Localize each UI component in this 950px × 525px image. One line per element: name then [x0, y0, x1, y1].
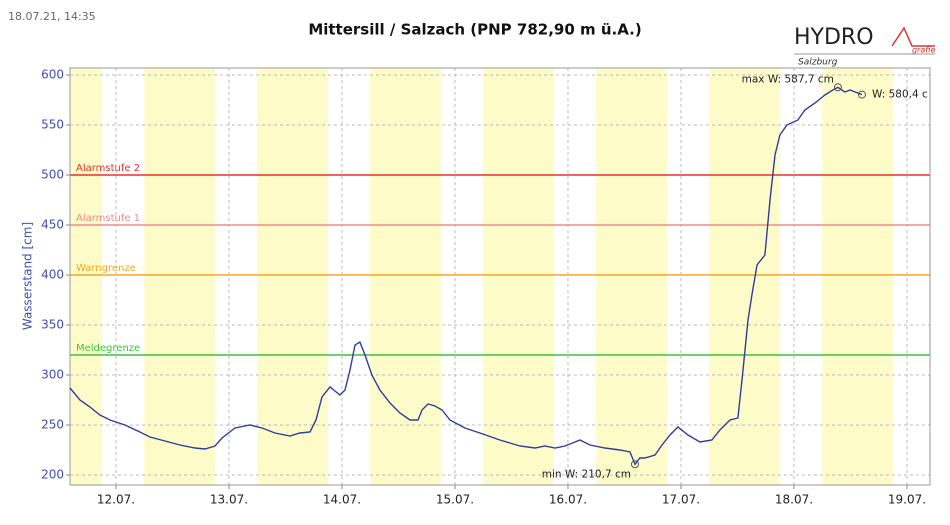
y-tick-label: 400	[41, 268, 64, 282]
y-tick-label: 550	[41, 118, 64, 132]
y-tick-label: 500	[41, 168, 64, 182]
day-shading	[709, 68, 780, 485]
threshold-label: Meldegrenze	[76, 343, 140, 354]
day-shading	[596, 68, 667, 485]
logo: HYDRO Salzburg grafie	[794, 25, 935, 68]
annotation-label: min W: 210,7 cm	[542, 468, 631, 480]
water-level-line	[69, 86, 863, 466]
y-tick-label: 600	[41, 68, 64, 82]
day-shading	[144, 68, 215, 485]
threshold-label: Alarmstufe 2	[76, 163, 140, 174]
y-tick-label: 200	[41, 468, 64, 482]
x-tick-label: 12.07.	[97, 493, 135, 507]
y-axis-label: Wasserstand [cm]	[21, 222, 35, 330]
x-tick-label: 13.07.	[210, 493, 248, 507]
y-tick-label: 350	[41, 318, 64, 332]
annotation-label: W: 580,4 c	[872, 89, 928, 101]
x-tick-label: 18.07.	[775, 493, 813, 507]
x-tick-label: 19.07.	[888, 493, 926, 507]
plot-frame	[69, 67, 931, 486]
timestamp: 18.07.21, 14:35	[8, 10, 96, 23]
day-shading	[370, 68, 441, 485]
threshold-label: Warngrenze	[76, 263, 136, 274]
logo-text: HYDRO	[794, 25, 874, 50]
day-shading	[257, 68, 328, 485]
x-tick-label: 15.07.	[436, 493, 474, 507]
threshold-label: Alarmstufe 1	[76, 213, 140, 224]
x-tick-label: 16.07.	[549, 493, 587, 507]
logo-tag: grafie	[912, 46, 935, 55]
day-shading	[70, 68, 102, 485]
y-tick-label: 300	[41, 368, 64, 382]
logo-graphic	[891, 26, 935, 47]
x-tick-label: 14.07.	[323, 493, 361, 507]
y-tick-label: 450	[41, 218, 64, 232]
y-tick-label: 250	[41, 418, 64, 432]
annotation-marker	[857, 90, 866, 99]
logo-sub: Salzburg	[798, 58, 838, 68]
day-shading	[822, 68, 893, 485]
day-shading	[483, 68, 554, 485]
annotation-label: max W: 587,7 cm	[742, 73, 834, 85]
annotation-marker	[630, 460, 639, 469]
x-tick-label: 17.07.	[662, 493, 700, 507]
chart-title: Mittersill / Salzach (PNP 782,90 m ü.A.)	[308, 21, 641, 39]
annotation-marker	[833, 83, 842, 92]
